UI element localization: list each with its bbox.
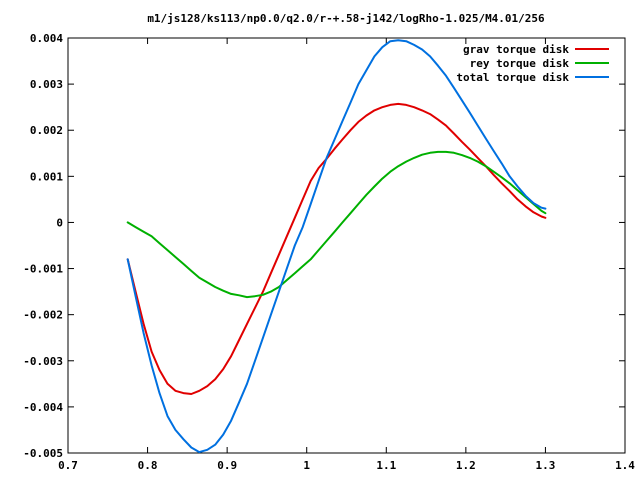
series-layer bbox=[126, 39, 547, 454]
y-tick-label: 0.002 bbox=[30, 124, 63, 137]
y-tick-label: 0.004 bbox=[30, 32, 63, 45]
x-tick-label: 1 bbox=[303, 459, 310, 472]
chart-title: m1/js128/ks113/np0.0/q2.0/r-+.58-j142/lo… bbox=[147, 12, 545, 25]
x-tick-label: 1.1 bbox=[376, 459, 396, 472]
x-tick-label: 0.7 bbox=[58, 459, 78, 472]
axis-ticks: 0.7 0.8 0.9 1 1.1 1.2 1.3 1.4 0.004 0.003 0.002 0.0… bbox=[23, 32, 635, 472]
legend-label: grav torque disk bbox=[463, 43, 569, 56]
x-tick-label: 1.3 bbox=[535, 459, 555, 472]
x-tick-label: 1.2 bbox=[456, 459, 476, 472]
x-tick-label: 0.9 bbox=[217, 459, 237, 472]
legend-label: rey torque disk bbox=[470, 57, 570, 70]
y-tick-label: -0.005 bbox=[23, 447, 63, 460]
y-tick-label: -0.002 bbox=[23, 309, 63, 322]
series-line-1 bbox=[126, 102, 547, 395]
x-tick-label: 0.8 bbox=[138, 459, 158, 472]
y-tick-label: 0.003 bbox=[30, 78, 63, 91]
legend-label: total torque disk bbox=[456, 71, 569, 84]
plot-frame bbox=[67, 37, 626, 454]
y-tick-label: -0.004 bbox=[23, 401, 63, 414]
x-tick-label: 1.4 bbox=[615, 459, 635, 472]
series-line-3 bbox=[126, 39, 547, 454]
y-tick-label: -0.001 bbox=[23, 263, 63, 276]
series-line-2 bbox=[126, 150, 547, 299]
y-tick-label: 0 bbox=[56, 216, 63, 229]
y-tick-label: -0.003 bbox=[23, 355, 63, 368]
y-tick-label: 0.001 bbox=[30, 170, 63, 183]
